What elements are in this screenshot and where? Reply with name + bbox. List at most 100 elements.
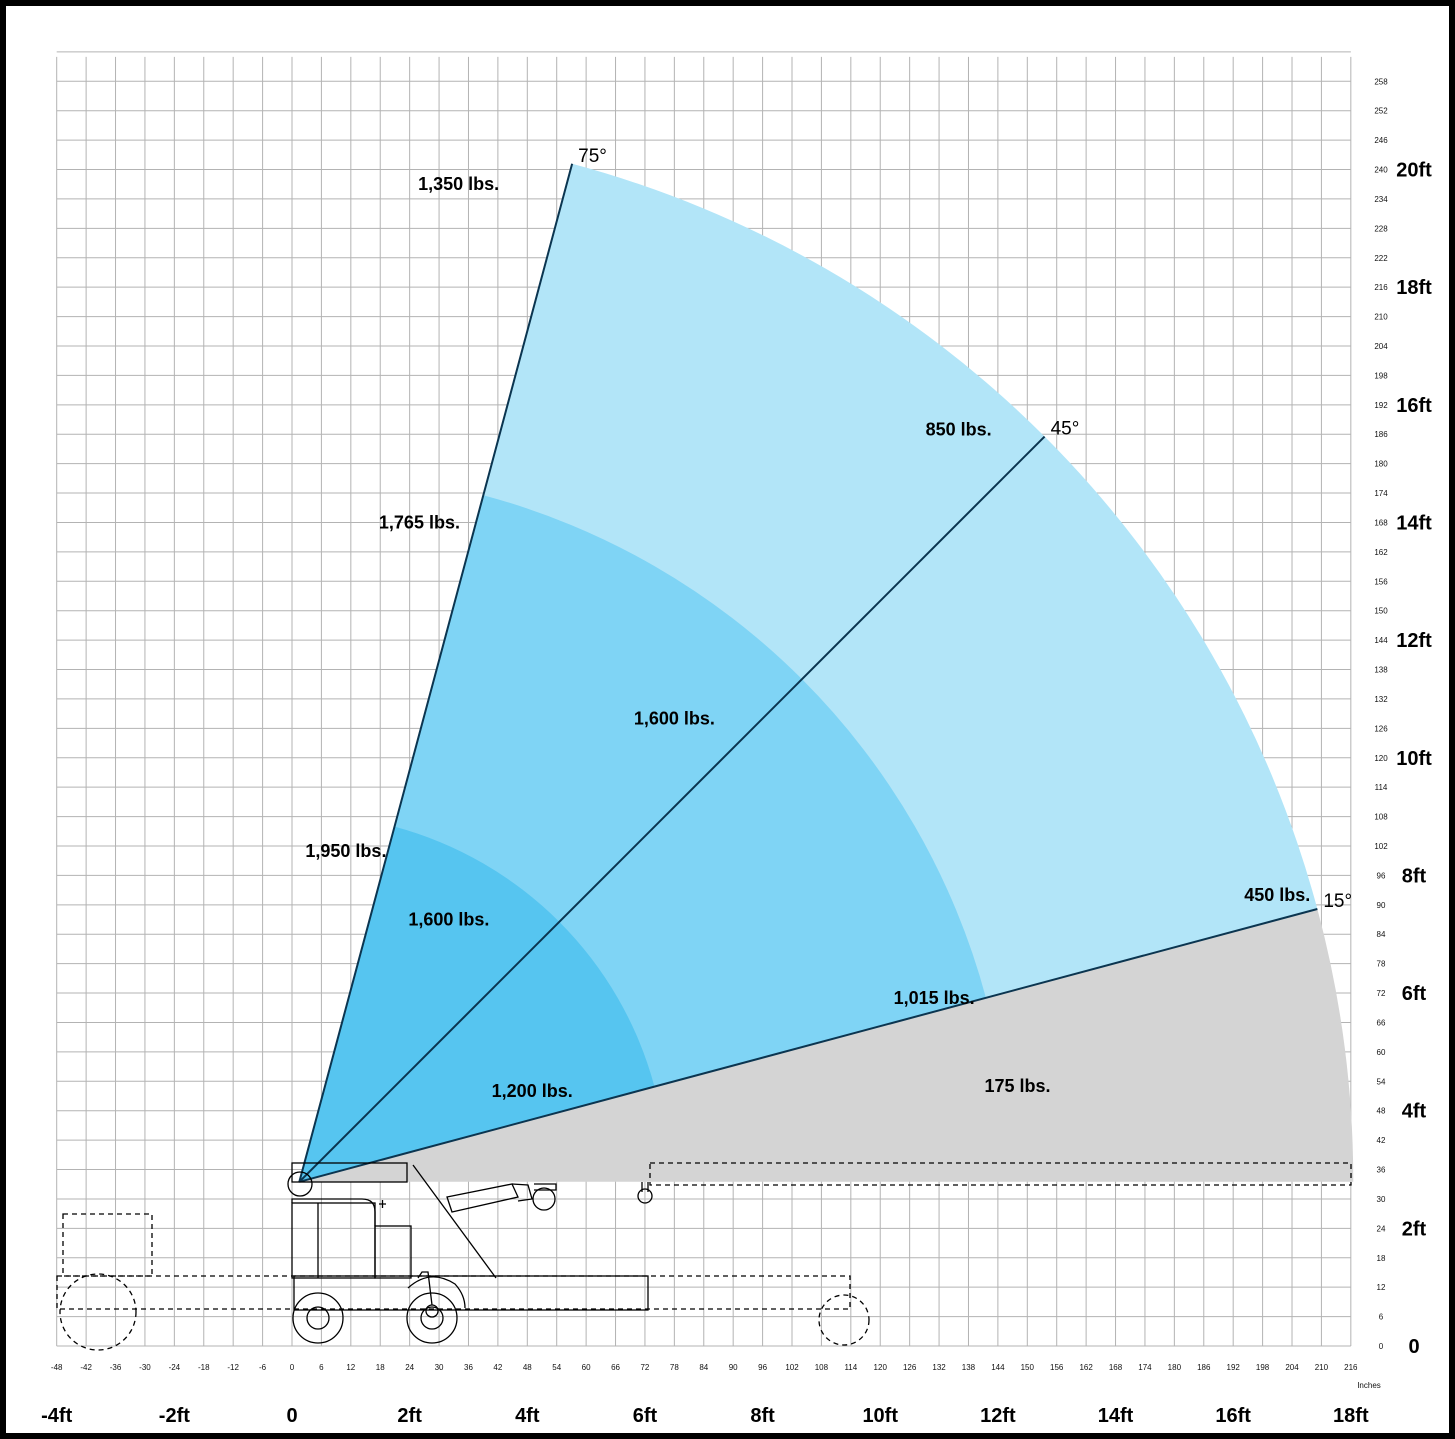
x-inch-tick-12: -12	[227, 1363, 239, 1372]
x-inch-tick-162: 162	[1079, 1363, 1093, 1372]
x-inch-tick-66: 66	[611, 1363, 620, 1372]
pad-stem	[641, 1182, 649, 1192]
y-inch-tick-78: 78	[1377, 960, 1386, 969]
x-inch-tick-132: 132	[932, 1363, 946, 1372]
y-inch-tick-60: 60	[1377, 1048, 1386, 1057]
x-inch-tick-150: 150	[1021, 1363, 1035, 1372]
y-inch-tick-18: 18	[1377, 1254, 1386, 1263]
x-foot-tick-16ft: 16ft	[1215, 1405, 1251, 1427]
y-foot-tick-6ft: 6ft	[1402, 983, 1427, 1005]
x-foot-tick-4ft: -4ft	[41, 1405, 72, 1427]
angle-label-15: 15°	[1323, 891, 1352, 912]
y-foot-tick-18ft: 18ft	[1396, 277, 1432, 299]
y-inch-tick-234: 234	[1374, 195, 1388, 204]
pivot-bracket	[291, 1162, 408, 1183]
y-inch-tick-36: 36	[1377, 1166, 1386, 1175]
x-foot-tick-12ft: 12ft	[980, 1405, 1016, 1427]
y-inch-tick-246: 246	[1374, 136, 1388, 145]
y-inch-tick-30: 30	[1377, 1195, 1386, 1204]
y-inch-tick-72: 72	[1377, 989, 1386, 998]
x-foot-tick-6ft: 6ft	[633, 1405, 658, 1427]
y-foot-tick-0: 0	[1408, 1336, 1419, 1358]
x-inch-tick-24: -24	[169, 1363, 181, 1372]
y-inch-tick-90: 90	[1377, 901, 1386, 910]
cross-mark	[379, 1200, 386, 1208]
y-foot-tick-16ft: 16ft	[1396, 395, 1432, 417]
load-label-3: 1,950 lbs.	[305, 841, 386, 861]
x-inch-tick-24: 24	[405, 1363, 414, 1372]
x-inch-tick-198: 198	[1256, 1363, 1270, 1372]
y-foot-tick-12ft: 12ft	[1396, 630, 1432, 652]
x-inch-tick-30: 30	[435, 1363, 444, 1372]
front-wheel-hub	[420, 1306, 444, 1330]
x-foot-tick-10ft: 10ft	[862, 1405, 898, 1427]
angle-label-75: 75°	[578, 146, 607, 167]
x-inch-tick-0: 0	[290, 1363, 295, 1372]
x-foot-tick-4ft: 4ft	[515, 1405, 540, 1427]
load-label-5: 1,600 lbs.	[634, 709, 715, 729]
x-inch-tick-6: -6	[259, 1363, 267, 1372]
y-inch-tick-6: 6	[1379, 1313, 1384, 1322]
x-inch-tick-102: 102	[785, 1363, 799, 1372]
rear-wheel-hub	[306, 1306, 330, 1330]
x-inch-tick-6: 6	[319, 1363, 324, 1372]
x-foot-tick-8ft: 8ft	[750, 1405, 775, 1427]
chassis-frame	[293, 1275, 649, 1311]
axis-ticks: -48 -42 -36 -30 -24 -18 -12 -6 0 6 12 18 24 30 36 42 48 5…	[41, 77, 1432, 1427]
y-foot-tick-10ft: 10ft	[1396, 748, 1432, 770]
y-inch-tick-108: 108	[1374, 813, 1388, 822]
x-inch-tick-78: 78	[670, 1363, 679, 1372]
boom-line-15	[299, 908, 1318, 1183]
dashed-cab	[62, 1213, 153, 1277]
load-label-10: 175 lbs.	[984, 1076, 1050, 1096]
y-inch-tick-84: 84	[1377, 930, 1386, 939]
roller-bracket	[534, 1183, 557, 1191]
x-inch-tick-186: 186	[1197, 1363, 1211, 1372]
load-label-1: 1,350 lbs.	[418, 174, 499, 194]
load-label-7: 1,015 lbs.	[894, 988, 975, 1008]
y-inch-tick-12: 12	[1377, 1283, 1386, 1292]
cab-roof	[291, 1198, 376, 1226]
x-inch-tick-90: 90	[729, 1363, 738, 1372]
y-inch-tick-150: 150	[1374, 607, 1388, 616]
x-inch-tick-84: 84	[699, 1363, 708, 1372]
y-inch-tick-0: 0	[1379, 1342, 1384, 1351]
x-inch-tick-174: 174	[1138, 1363, 1152, 1372]
boom-line-75	[298, 163, 574, 1183]
rear-wheel	[292, 1292, 344, 1344]
x-inch-tick-18: 18	[376, 1363, 385, 1372]
x-inch-tick-12: 12	[346, 1363, 355, 1372]
y-foot-tick-8ft: 8ft	[1402, 865, 1427, 887]
y-inch-tick-54: 54	[1377, 1077, 1386, 1086]
x-inch-tick-36: 36	[464, 1363, 473, 1372]
x-foot-tick-2ft: 2ft	[397, 1405, 422, 1427]
front-fender	[407, 1276, 466, 1309]
dashed-rear-wheel	[59, 1273, 137, 1351]
dashed-outline	[56, 1162, 1352, 1351]
y-inch-tick-66: 66	[1377, 1018, 1386, 1027]
load-labels: 1,350 lbs. 1,765 lbs. 1,950 lbs. 850 lbs. 1,…	[305, 174, 1310, 1101]
x-inch-tick-60: 60	[582, 1363, 591, 1372]
x-inch-tick-30: -30	[139, 1363, 151, 1372]
x-foot-tick-2ft: -2ft	[159, 1405, 190, 1427]
x-inch-tick-36: -36	[110, 1363, 122, 1372]
x-inch-tick-144: 144	[991, 1363, 1005, 1372]
capacity-zone-4	[299, 909, 1354, 1182]
angle-label-45: 45°	[1051, 419, 1080, 440]
x-foot-tick-18ft: 18ft	[1333, 1405, 1369, 1427]
y-inch-tick-168: 168	[1374, 518, 1388, 527]
x-inch-tick-138: 138	[962, 1363, 976, 1372]
y-inch-tick-42: 42	[1377, 1136, 1386, 1145]
steering-link	[417, 1271, 433, 1306]
y-inch-tick-96: 96	[1377, 871, 1386, 880]
x-inch-tick-216: 216	[1344, 1363, 1358, 1372]
y-inch-tick-114: 114	[1375, 783, 1388, 792]
x-inch-tick-48: 48	[523, 1363, 532, 1372]
y-inch-tick-132: 132	[1374, 695, 1388, 704]
cab-body	[291, 1202, 376, 1279]
x-foot-tick-14ft: 14ft	[1098, 1405, 1134, 1427]
boom-arm	[412, 1164, 497, 1279]
x-inch-tick-42: -42	[80, 1363, 92, 1372]
